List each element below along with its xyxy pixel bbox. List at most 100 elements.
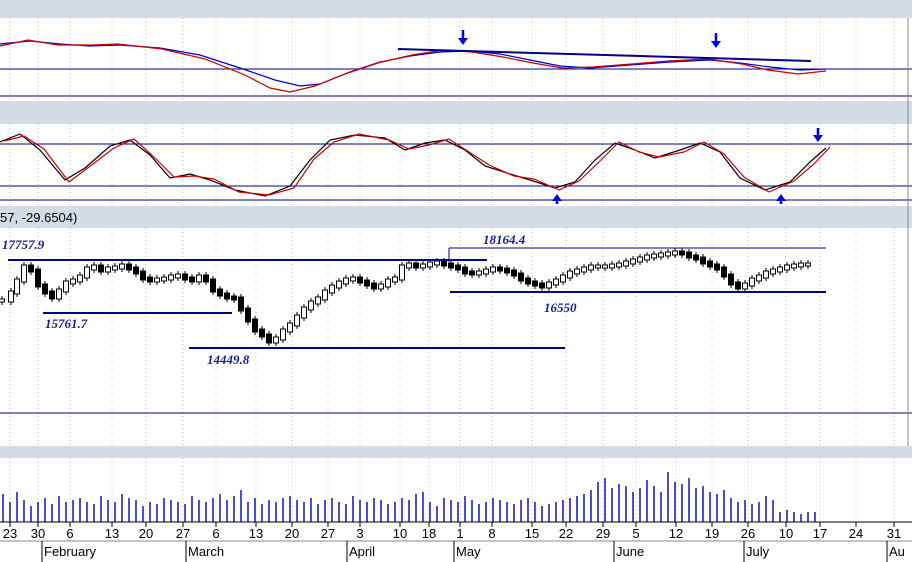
- day-tick-label: 27: [176, 526, 190, 541]
- candle-body: [63, 280, 69, 293]
- candle-body: [560, 274, 566, 283]
- candle-body: [700, 256, 706, 265]
- month-label: March: [188, 544, 224, 559]
- candle-body: [189, 276, 195, 283]
- candle-body: [574, 268, 580, 275]
- candle-body: [273, 336, 279, 344]
- candle-body: [0, 298, 5, 303]
- candle-body: [168, 274, 174, 281]
- candle-body: [14, 278, 20, 295]
- candle-body: [588, 264, 594, 271]
- candle-body: [672, 250, 678, 256]
- candle-body: [203, 274, 209, 283]
- day-tick-label: 31: [887, 526, 901, 541]
- candle-body: [567, 270, 573, 279]
- candle-body: [259, 328, 265, 338]
- candle-body: [210, 278, 216, 293]
- candle-body: [287, 322, 293, 333]
- candle-body: [707, 260, 713, 268]
- candle-body: [616, 262, 622, 268]
- candle-body: [322, 289, 328, 301]
- candle-body: [651, 253, 657, 259]
- candle-body: [427, 261, 433, 268]
- up-arrow-icon: [552, 194, 562, 204]
- candle-body: [350, 276, 356, 282]
- stochastic-k-line: [0, 133, 827, 197]
- candle-body: [805, 262, 811, 267]
- candle-body: [175, 273, 181, 279]
- day-tick-label: 22: [559, 526, 573, 541]
- candle-body: [420, 263, 426, 269]
- candle-body: [238, 296, 244, 312]
- day-tick-label: 18: [422, 526, 436, 541]
- candle-body: [518, 272, 524, 282]
- candle-body: [602, 264, 608, 269]
- candle-body: [532, 280, 538, 287]
- candle-body: [735, 281, 741, 290]
- candle-body: [35, 268, 41, 288]
- stochastic-d-line: [3, 133, 831, 196]
- candle-body: [595, 264, 601, 269]
- candle-body: [406, 262, 412, 269]
- day-tick-label: 20: [285, 526, 299, 541]
- candle-body: [329, 284, 335, 294]
- macd-panel: [0, 30, 912, 97]
- candle-body: [511, 269, 517, 277]
- day-tick-label: 3: [356, 526, 363, 541]
- day-tick-label: 10: [393, 526, 407, 541]
- candle-body: [161, 276, 167, 282]
- candle-body: [798, 262, 804, 268]
- candle-body: [196, 274, 202, 283]
- candle-body: [434, 260, 440, 266]
- candle-body: [644, 254, 650, 261]
- candle-body: [553, 278, 559, 286]
- month-label: June: [616, 544, 644, 559]
- annotation-15761: 15761.7: [45, 316, 88, 331]
- macd-signal-line: [0, 39, 827, 93]
- candle-body: [378, 283, 384, 290]
- candle-body: [749, 277, 755, 287]
- stochastic-panel: [0, 128, 912, 204]
- month-label: Au: [889, 544, 905, 559]
- candle-body: [728, 273, 734, 286]
- candle-body: [140, 270, 146, 281]
- candle-body: [392, 276, 398, 283]
- annotation-14449: 14449.8: [207, 352, 250, 367]
- day-tick-label: 12: [669, 526, 683, 541]
- candle-body: [84, 266, 90, 279]
- candle-body: [770, 268, 776, 275]
- day-tick-label: 27: [321, 526, 335, 541]
- candle-body: [525, 277, 531, 285]
- candle-body: [245, 307, 251, 323]
- volume-bars: [2, 472, 816, 522]
- candle-body: [231, 295, 237, 301]
- candle-body: [126, 263, 132, 271]
- candle-body: [357, 276, 363, 284]
- candle-body: [791, 263, 797, 269]
- day-tick-label: 24: [849, 526, 863, 541]
- annotation-17757: 17757.9: [2, 237, 45, 252]
- annotation-16550: 16550: [544, 300, 577, 315]
- candle-body: [98, 264, 104, 273]
- candle-body: [21, 264, 27, 283]
- candle-body: [301, 306, 307, 319]
- candle-body: [686, 251, 692, 259]
- candle-body: [504, 267, 510, 274]
- day-tick-label: 6: [212, 526, 219, 541]
- candle-body: [119, 263, 125, 270]
- candle-body: [343, 277, 349, 285]
- candle-body: [294, 314, 300, 327]
- annotation-18164: 18164.4: [483, 232, 526, 247]
- candle-body: [252, 318, 258, 333]
- gridlines: [9, 18, 895, 522]
- candle-body: [546, 281, 552, 289]
- down-arrow-icon: [813, 128, 823, 142]
- candle-body: [91, 264, 97, 271]
- candle-body: [581, 266, 587, 273]
- candle-body: [777, 266, 783, 273]
- candle-body: [658, 252, 664, 258]
- candle-body: [280, 328, 286, 341]
- candle-body: [28, 264, 34, 273]
- day-tick-label: 8: [488, 526, 495, 541]
